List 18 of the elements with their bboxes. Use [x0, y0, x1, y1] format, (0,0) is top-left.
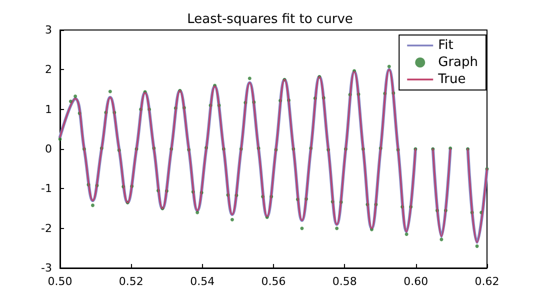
y-tick-label: 1 [45, 102, 52, 116]
x-tick-label: 0.54 [190, 275, 215, 288]
x-tick-label: 0.62 [474, 275, 500, 288]
x-tick-label: 0.52 [118, 275, 144, 288]
chart-title: Least-squares fit to curve [187, 12, 353, 27]
x-tick-label: 0.50 [48, 275, 72, 288]
y-tick-label: 3 [45, 24, 52, 36]
legend-label: Graph [438, 55, 478, 70]
y-tick-label: -3 [41, 262, 52, 274]
y-tick-label: -1 [41, 182, 52, 196]
y-tick-label: 0 [45, 142, 52, 156]
x-tick-label: 0.60 [404, 275, 428, 288]
x-tick-label: 0.58 [332, 275, 357, 288]
y-tick-label: -2 [41, 222, 52, 235]
legend-label: True [437, 72, 466, 87]
y-tick-label: 2 [45, 63, 52, 76]
x-tick-label: 0.56 [261, 275, 286, 288]
legend-label: Fit [438, 38, 454, 53]
